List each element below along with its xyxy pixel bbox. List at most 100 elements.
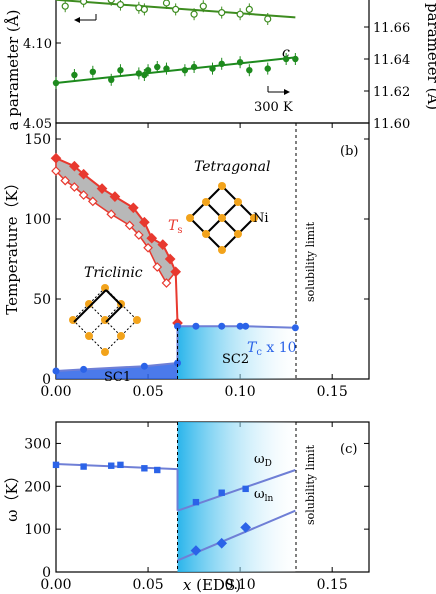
omega-d-point (192, 498, 200, 506)
panel-c-y-tick-label: 100 (24, 522, 51, 538)
panel-a-point-c (154, 63, 161, 71)
lattice-atom (117, 332, 125, 340)
lattice-atom (85, 332, 93, 340)
panel-a-point-c (246, 67, 253, 74)
panel-b-x-tick-label: 0.15 (317, 384, 348, 400)
panel-a-right-tick-label: 11.66 (373, 21, 410, 36)
panel-b-series (50, 152, 299, 379)
ts-point (164, 253, 176, 265)
panel-b-x-tick-label: 0.10 (225, 384, 256, 400)
panel-b-x-tick-label: 0.00 (40, 384, 71, 400)
panel-c-x-tick-label: 0.00 (40, 577, 71, 593)
lattice-atom (101, 348, 109, 356)
panel-a-point-c (190, 63, 198, 71)
omega-d-point (80, 463, 87, 470)
ts-point (139, 216, 150, 228)
panel-a-point-a (264, 15, 272, 23)
panel-c-y-axis-label: ω（K） (3, 468, 21, 521)
ts-point (69, 160, 80, 172)
ts-point (157, 239, 169, 250)
lattice-atom (218, 246, 226, 254)
lattice-bond-solid (105, 289, 123, 307)
ts-open-point (152, 262, 163, 272)
panel-c-x-tick-label: 0.10 (225, 577, 256, 593)
omega-d-point (117, 461, 124, 469)
panel-a-ticks: 4.05 4.10 11.60 11.62 11.64 11.66 (23, 21, 410, 132)
panel-a-point-c (135, 70, 143, 77)
lattice-atom (186, 214, 194, 222)
panel-a-right-tick-label: 11.64 (373, 53, 410, 68)
ts-point (96, 183, 108, 194)
panel-a-point-a (61, 2, 69, 10)
panel-c-y-tick-label: 0 (42, 565, 51, 581)
tc-point (174, 359, 182, 367)
panel-c-series (52, 461, 296, 562)
lattice-atom (202, 230, 210, 238)
panel-c-x-tick-label: 0.15 (317, 577, 348, 593)
sc2-label: SC2 (222, 352, 249, 367)
panel-a-point-a (140, 5, 148, 13)
tetragonal-label: Tetragonal (194, 159, 270, 175)
panel-a-arrow-left (74, 14, 97, 23)
tc-point (236, 322, 244, 330)
panel-a-point-a (172, 5, 180, 13)
triclinic-label: Triclinic (84, 265, 143, 281)
panel-c-x-tick-label: 0.05 (132, 577, 163, 593)
omega-d-point (218, 489, 225, 496)
panel-a-right-axis-label: c parameter (Å) (424, 0, 436, 110)
panel-a-point-a (190, 10, 198, 18)
omega-ln-point (216, 537, 228, 549)
ts-open-point (87, 196, 98, 207)
tc-point (80, 365, 88, 373)
lattice-atom (250, 214, 258, 222)
lattice-bond-solid (73, 305, 91, 323)
panel-a-point-a (199, 2, 207, 10)
omega-d-point (154, 466, 161, 474)
omega-d-point (141, 465, 148, 472)
ts-open-point (124, 220, 135, 231)
panel-a-right-tick-label: 11.62 (373, 85, 410, 100)
panel-c-y-tick-label: 200 (24, 479, 51, 495)
panel-a-point-c (141, 71, 148, 79)
panel-b-y-tick-label: 50 (33, 292, 51, 308)
ts-point (109, 191, 121, 202)
panel-a-point-a (218, 9, 226, 17)
panel-a-point-c (209, 65, 216, 72)
panel-a-point-c (181, 67, 189, 74)
panel-a-point-c (282, 55, 290, 63)
lattice-atom (218, 182, 226, 190)
omega-ln-point (190, 545, 202, 556)
panel-a-point-a (80, 0, 88, 5)
lattice-atom (218, 214, 226, 222)
panel-b-solubility-label: solubility limit (304, 221, 317, 302)
panel-a-point-c (108, 76, 115, 84)
tetragonal-lattice-icon (186, 182, 258, 254)
panel-a-point-c (52, 79, 60, 87)
ts-point (78, 168, 89, 180)
triclinic-lattice-icon (69, 284, 141, 356)
ts-point (146, 232, 158, 244)
ts-open-point (143, 242, 153, 253)
ts-open-point (161, 278, 172, 288)
lattice-atom (234, 230, 242, 238)
panel-b-y-tick-label: 100 (24, 212, 51, 228)
ts-open-point (78, 190, 89, 200)
sc1-label: SC1 (104, 370, 131, 385)
panel-a-point-c (218, 60, 225, 67)
tc-point (174, 322, 182, 330)
ts-point (170, 266, 182, 278)
panel-a-left-axis-label: a parameter (Å) (4, 10, 22, 131)
panel-a-point-c (264, 65, 271, 72)
ts-open-point (60, 175, 71, 186)
panel-a-point-a (162, 0, 171, 7)
omega-ln-point (240, 522, 251, 533)
panel-a-frame (55, 0, 370, 124)
panel-c-y-tick-label: 300 (24, 436, 51, 452)
tc-point (242, 322, 250, 330)
lattice-bond-solid (89, 289, 107, 307)
lattice-atom (133, 316, 141, 324)
ts-label: Ts (168, 218, 182, 236)
panel-a-point-c (236, 59, 244, 66)
panel-a-point-a (116, 0, 125, 9)
ts-open-point (51, 166, 61, 176)
